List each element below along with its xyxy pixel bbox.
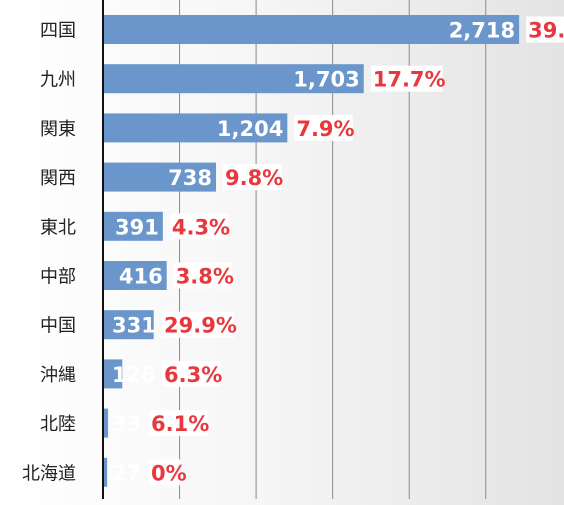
percent-label-4: 4.3% [172, 215, 230, 239]
bar-7 [103, 359, 123, 389]
percent-label-5: 3.8% [176, 265, 234, 289]
value-label-5: 416 [119, 265, 163, 289]
percent-label-bg-7 [162, 360, 221, 387]
percent-label-6: 29.9% [164, 314, 237, 338]
percent-label-0: 39.8% [528, 19, 564, 43]
value-label-7: 126 [112, 363, 156, 387]
bars [103, 15, 520, 487]
bar-4 [103, 211, 163, 241]
value-label-3: 738 [168, 166, 212, 190]
category-label-4: 東北 [40, 217, 76, 238]
percent-label-bg-3 [222, 164, 282, 191]
value-label-4: 391 [115, 215, 159, 239]
percent-label-bg-2 [294, 114, 353, 141]
category-label-1: 九州 [40, 70, 76, 91]
percent-label-bg-6 [162, 311, 234, 338]
category-label-0: 四国 [40, 21, 76, 42]
percent-label-bg-5 [173, 262, 233, 289]
value-label-1: 1,703 [293, 68, 359, 92]
category-label-2: 関東 [40, 119, 76, 140]
percent-label-bg-1 [370, 65, 443, 92]
labels: 四国 2,718 39.8% 九州 1,703 17.7% 関東 1,204 7.9% 関西 738… [22, 16, 564, 486]
bar-2 [103, 113, 288, 143]
percent-label-bg-4 [169, 213, 229, 240]
category-label-8: 北陸 [40, 414, 76, 435]
percent-label-9: 0% [151, 461, 187, 485]
percent-label-8: 6.1% [151, 412, 209, 436]
value-label-0: 2,718 [449, 19, 515, 43]
percent-label-bg-0 [526, 16, 564, 43]
category-label-5: 中部 [40, 267, 76, 288]
bar-6 [103, 310, 154, 340]
bar-1 [103, 64, 364, 94]
percent-label-1: 17.7% [373, 68, 446, 92]
bar-9 [103, 457, 108, 487]
bar-3 [103, 162, 216, 192]
category-label-9: 北海道 [22, 463, 76, 484]
category-label-3: 関西 [40, 168, 76, 189]
bar-5 [103, 261, 167, 290]
value-label-2: 1,204 [217, 117, 283, 141]
bar-8 [103, 408, 109, 438]
category-label-7: 沖縄 [40, 365, 76, 386]
percent-label-bg-8 [149, 410, 208, 437]
value-label-9: 27 [112, 461, 141, 485]
percent-label-7: 6.3% [164, 363, 222, 387]
percent-label-bg-9 [149, 459, 181, 486]
category-label-6: 中国 [40, 316, 76, 337]
value-label-8: 33 [112, 412, 141, 436]
bar-0 [103, 15, 520, 44]
value-label-6: 331 [112, 314, 156, 338]
percent-label-2: 7.9% [296, 117, 354, 141]
percent-label-3: 9.8% [225, 166, 283, 190]
